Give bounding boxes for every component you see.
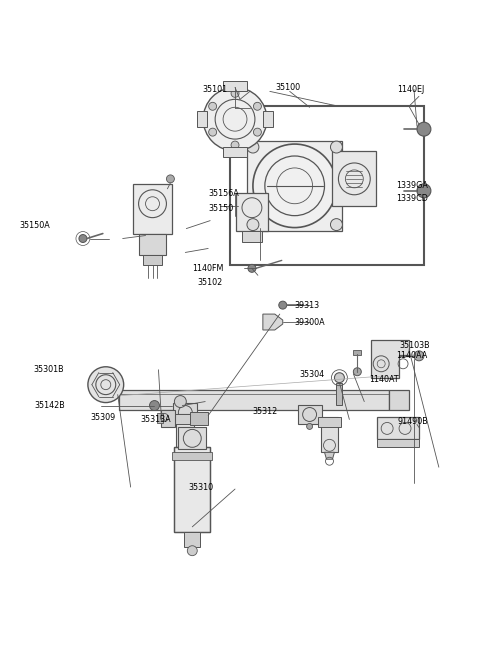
Text: 39300A: 39300A <box>295 318 325 327</box>
Text: 35100: 35100 <box>275 83 300 92</box>
Bar <box>190 411 208 426</box>
Bar <box>333 151 376 206</box>
Circle shape <box>209 128 216 136</box>
Text: 35309: 35309 <box>91 413 116 422</box>
Circle shape <box>279 301 287 309</box>
Bar <box>377 417 419 440</box>
Text: 35304: 35304 <box>300 370 325 379</box>
Bar <box>242 231 262 242</box>
Circle shape <box>353 367 361 376</box>
Bar <box>197 111 207 127</box>
Circle shape <box>174 396 186 407</box>
Circle shape <box>247 219 259 231</box>
Circle shape <box>182 421 188 428</box>
Text: 91490B: 91490B <box>397 417 428 426</box>
Text: 1140AT: 1140AT <box>369 375 399 384</box>
Text: 39313: 39313 <box>295 301 320 310</box>
Polygon shape <box>263 314 283 330</box>
Bar <box>389 390 409 409</box>
Circle shape <box>253 102 262 110</box>
Circle shape <box>417 184 431 198</box>
Bar <box>173 403 197 422</box>
Circle shape <box>253 144 336 227</box>
Bar <box>132 184 172 234</box>
Polygon shape <box>324 452 335 459</box>
Circle shape <box>414 351 424 361</box>
Bar <box>119 394 389 409</box>
Circle shape <box>88 367 124 403</box>
Polygon shape <box>180 449 190 457</box>
Circle shape <box>335 373 344 383</box>
Text: 1339GA: 1339GA <box>396 181 428 191</box>
Bar <box>336 383 342 405</box>
Circle shape <box>203 87 267 151</box>
Bar <box>176 415 194 449</box>
Circle shape <box>330 141 342 153</box>
Bar <box>174 447 210 532</box>
Bar <box>143 255 162 265</box>
Bar <box>223 81 247 92</box>
Bar <box>247 141 342 231</box>
Circle shape <box>330 219 342 231</box>
Text: 35102: 35102 <box>197 278 223 287</box>
Bar <box>139 234 167 255</box>
Circle shape <box>247 141 259 153</box>
Text: 1339CD: 1339CD <box>396 195 428 203</box>
Circle shape <box>167 175 174 183</box>
Bar <box>184 532 200 547</box>
Bar <box>236 193 268 231</box>
Circle shape <box>248 265 256 272</box>
Circle shape <box>79 234 87 242</box>
Circle shape <box>209 102 216 110</box>
Polygon shape <box>371 340 409 378</box>
Bar <box>173 415 197 424</box>
Text: 35313A: 35313A <box>141 415 171 424</box>
Circle shape <box>253 128 262 136</box>
Text: 1140FM: 1140FM <box>192 264 224 273</box>
Text: 35312: 35312 <box>252 407 277 416</box>
Bar <box>377 440 419 447</box>
Circle shape <box>150 401 159 411</box>
Circle shape <box>231 89 239 98</box>
Bar <box>172 452 212 460</box>
Circle shape <box>187 546 197 555</box>
Circle shape <box>231 141 239 149</box>
Bar <box>174 447 210 532</box>
Circle shape <box>417 122 431 136</box>
Bar <box>321 417 338 452</box>
Bar <box>119 390 389 409</box>
Text: 35101: 35101 <box>203 85 228 94</box>
Bar <box>230 106 424 265</box>
Bar <box>161 409 175 428</box>
Text: 35301B: 35301B <box>33 365 64 374</box>
Text: 35142B: 35142B <box>34 401 65 410</box>
Bar <box>263 111 273 127</box>
Bar <box>298 405 322 424</box>
Text: 35150A: 35150A <box>19 221 50 230</box>
Circle shape <box>253 144 336 227</box>
Text: 1140AA: 1140AA <box>396 351 427 360</box>
Text: 35156A: 35156A <box>208 189 239 198</box>
Bar <box>223 147 247 157</box>
Text: 35310: 35310 <box>188 483 214 491</box>
Circle shape <box>307 423 312 430</box>
Text: 35103B: 35103B <box>399 341 430 350</box>
Bar <box>157 413 164 423</box>
Bar <box>318 417 341 428</box>
Bar <box>179 428 206 449</box>
Text: 1140EJ: 1140EJ <box>397 85 424 94</box>
Bar <box>353 350 361 355</box>
Text: 35150: 35150 <box>208 204 233 213</box>
